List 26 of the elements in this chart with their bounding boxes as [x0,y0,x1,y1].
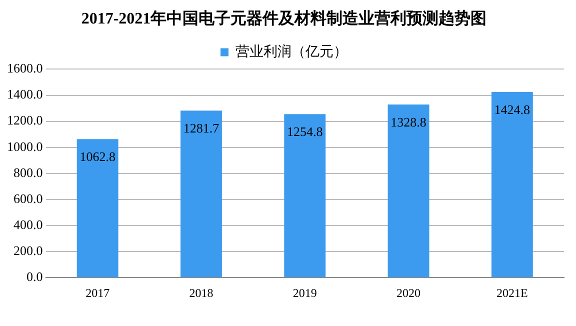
legend-label: 营业利润（亿元） [236,44,348,60]
data-label: 1328.8 [390,114,426,130]
y-tick-label: 1000.0 [7,138,43,154]
chart-title: 2017-2021年中国电子元器件及材料制造业营利预测趋势图 [81,10,487,28]
y-tick-label: 800.0 [14,164,43,180]
y-tick-label: 400.0 [14,216,43,232]
y-tick-label: 1600.0 [7,60,43,76]
x-tick-label: 2018 [189,286,214,300]
y-tick-label: 1400.0 [7,86,43,102]
x-tick-label: 2021E [496,286,528,300]
bar [388,104,430,278]
y-tick-label: 1200.0 [7,112,43,128]
x-tick-label: 2020 [396,286,421,300]
data-label: 1281.7 [183,120,220,136]
x-tick-label: 2017 [86,286,110,300]
bar [491,92,533,278]
data-label: 1254.8 [287,124,323,140]
bar [284,114,326,278]
bar [180,110,222,278]
y-tick-label: 200.0 [14,242,43,258]
bar [76,139,118,278]
y-tick-label: 0.0 [26,269,43,284]
x-tick-label: 2019 [292,286,317,300]
data-label: 1424.8 [494,102,530,117]
y-tick-label: 600.0 [14,190,43,206]
data-label: 1062.8 [80,149,116,164]
